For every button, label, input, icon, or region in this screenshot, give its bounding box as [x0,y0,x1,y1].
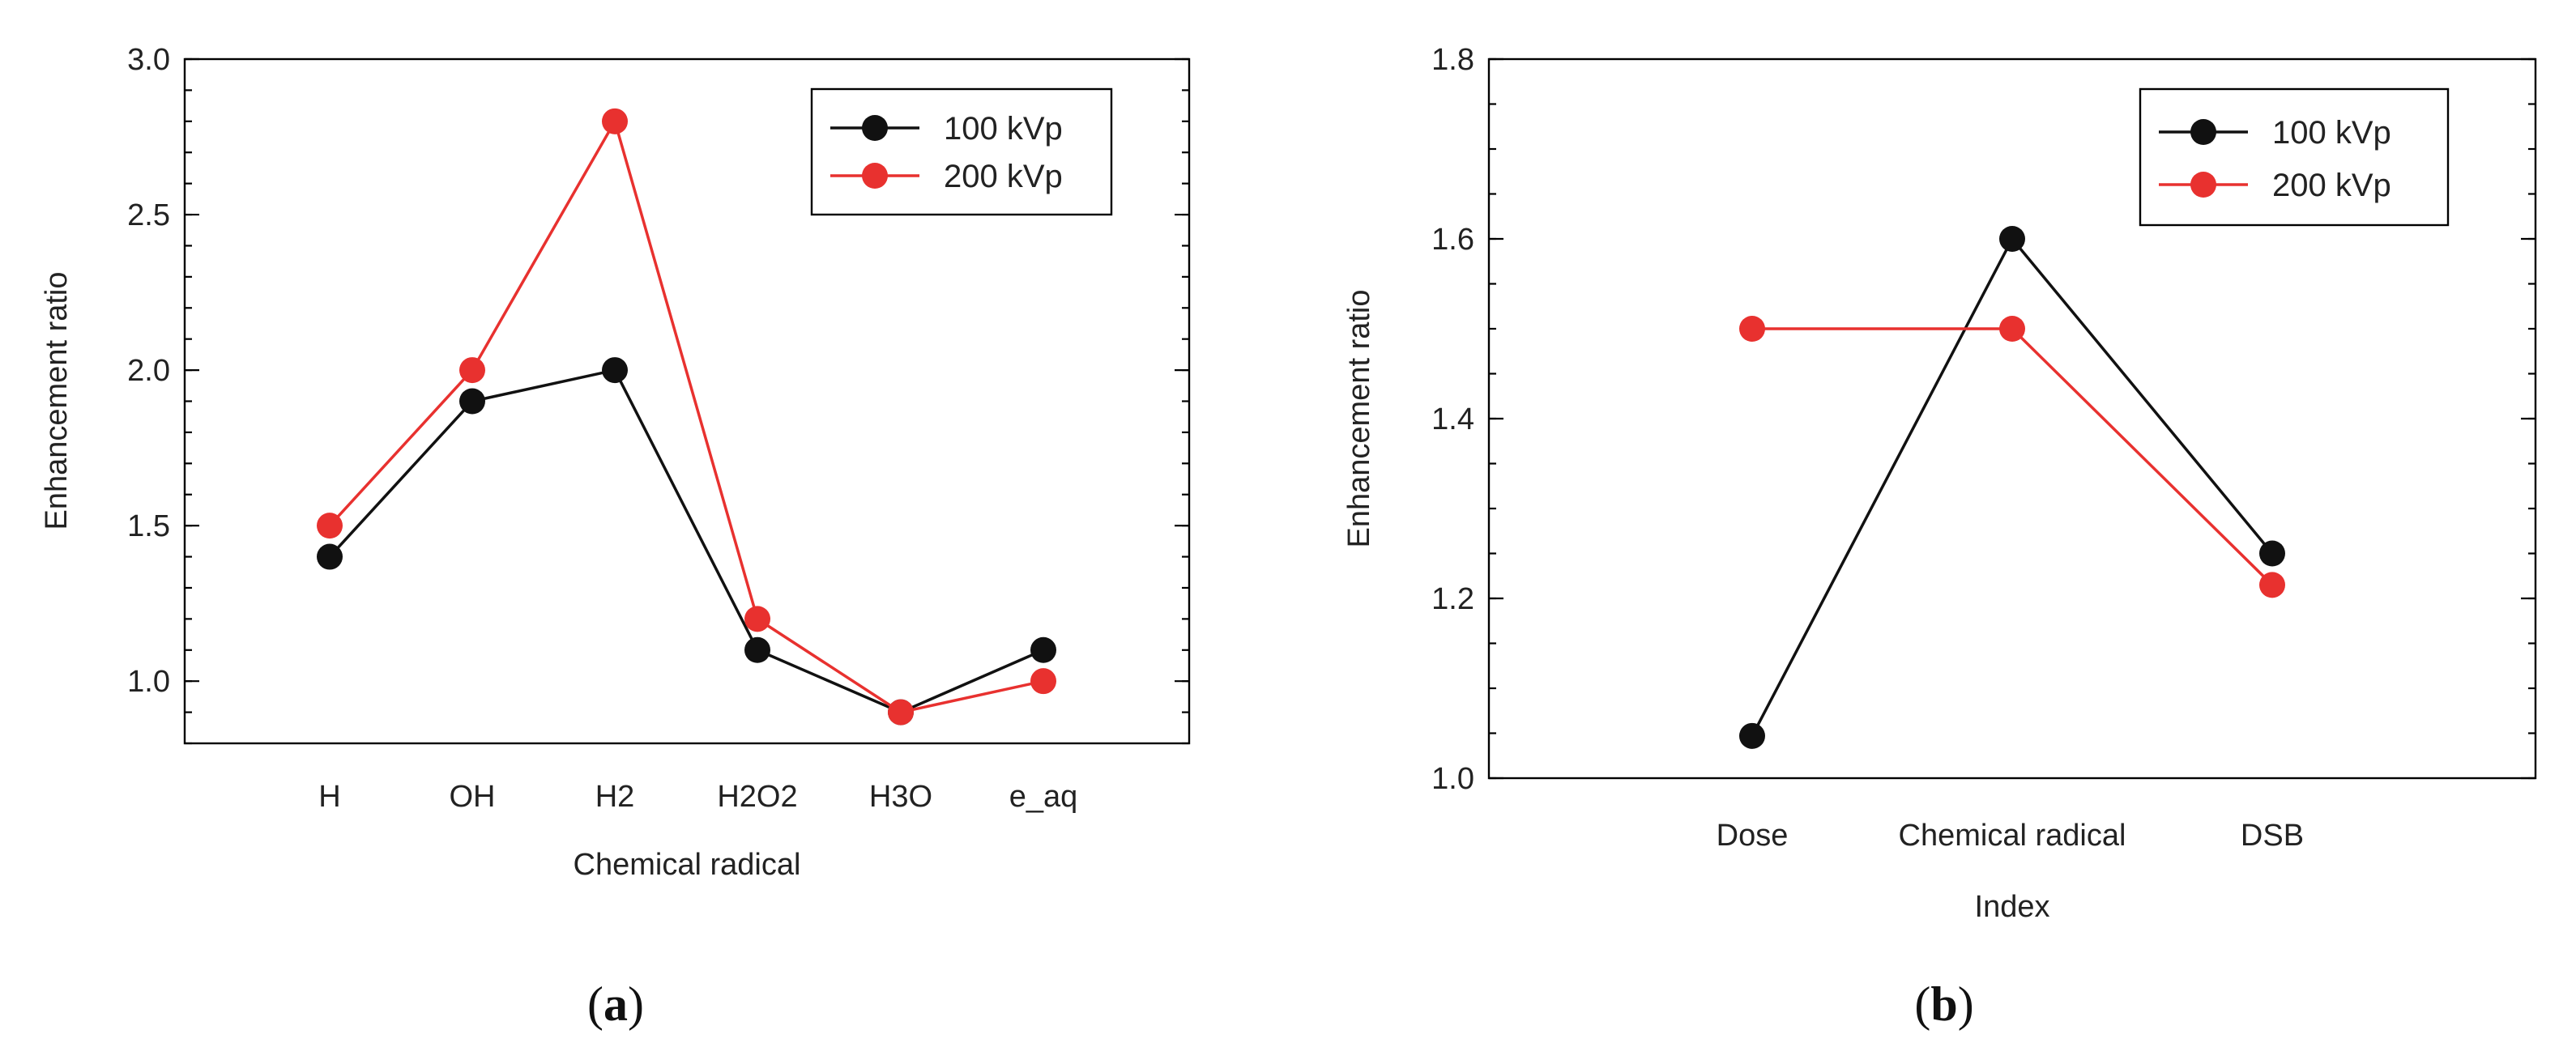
point-200kvp-h2 [602,108,628,134]
point-100kvp-h [317,543,343,570]
legend-marker-200kvp-a [862,163,888,189]
legend-label-200kvp-b: 200 kVp [2272,168,2391,203]
y-tick-label: 1.8 [1431,43,1474,77]
legend-marker-200kvp-b [2190,172,2216,198]
series-line-100kvp [328,368,1044,714]
y-tick-label: 3.0 [127,43,170,77]
chart-panel-a: 1.0 1.5 2.0 2.5 3.0 H OH H2 H2O2 H3O e_aq Chemical… [40,43,1191,1031]
panel-letter-a: a [603,977,628,1031]
legend-label-100kvp-b: 100 kVp [2272,115,2391,151]
legend-marker-100kvp-b [2190,119,2216,145]
y-tick-label: 2.5 [127,198,170,232]
y-tick-label: 2.0 [127,354,170,388]
y-tick-label: 1.6 [1431,223,1474,257]
x-tick-label: OH [450,780,496,814]
legend-label-100kvp-a: 100 kVp [944,111,1063,147]
y-tick-label: 1.0 [127,665,170,699]
point-200kvp-dsb [2259,572,2285,598]
legend-label-200kvp-a: 200 kVp [944,159,1063,194]
point-100kvp-dsb [2259,540,2285,567]
legend-box-b [2139,87,2450,227]
panel-label-b: (b) [1914,977,1973,1031]
chart-panel-b: 1.0 1.2 1.4 1.6 1.8 Dose Chemical radical DSB I… [1342,43,2537,1031]
point-200kvp-h2o2 [744,606,770,632]
point-200kvp-e_aq [1030,668,1056,695]
series-line-200kvp [1752,327,2274,586]
legend-box-a [810,87,1113,216]
point-200kvp-h3o [888,699,914,726]
x-tick-label: H [318,780,340,814]
point-200kvp-h [317,513,343,539]
x-axis-title-b: Index [1975,890,2050,924]
y-axis-title-a: Enhancement ratio [40,272,74,530]
x-tick-label: H3O [869,780,932,814]
y-ticks-a: 1.0 1.5 2.0 2.5 3.0 H OH H2 H2O2 H3O e_aq [127,43,1189,814]
point-100kvp-chemical-radical [1999,226,2025,252]
y-tick-label: 1.5 [127,509,170,543]
y-tick-label: 1.0 [1431,762,1474,796]
y-axis-title-b: Enhancement ratio [1342,290,1376,548]
x-tick-label: H2O2 [717,780,797,814]
point-200kvp-oh [459,357,485,384]
series-line-200kvp [328,117,1044,714]
point-100kvp-dose [1739,722,1765,749]
series-layer-b [1739,226,2285,749]
legend-marker-100kvp-a [862,115,888,141]
point-100kvp-h2 [602,357,628,384]
x-axis-title-a: Chemical radical [574,848,801,882]
y-tick-label: 1.2 [1431,582,1474,616]
series-line-100kvp [1751,236,2274,737]
x-tick-label: Chemical radical [1899,819,2126,853]
x-tick-label: H2 [595,780,635,814]
x-tick-label: Dose [1717,819,1789,853]
y-tick-label: 1.4 [1431,402,1474,436]
y-ticks-b: 1.0 1.2 1.4 1.6 1.8 Dose Chemical radical DSB [1431,43,2535,853]
panel-label-a: (a) [587,977,644,1031]
legend-a: 100 kVp 200 kVp [810,87,1113,216]
point-100kvp-h2o2 [744,636,770,663]
series-layer-a [317,108,1056,726]
point-100kvp-e_aq [1030,636,1056,663]
panel-letter-b: b [1930,977,1957,1031]
x-tick-label: DSB [2241,819,2304,853]
point-200kvp-dose [1739,316,1765,342]
legend-b: 100 kVp 200 kVp [2139,87,2450,227]
point-200kvp-chemical-radical [1999,316,2025,342]
point-100kvp-oh [459,388,485,415]
x-tick-label: e_aq [1009,780,1078,814]
